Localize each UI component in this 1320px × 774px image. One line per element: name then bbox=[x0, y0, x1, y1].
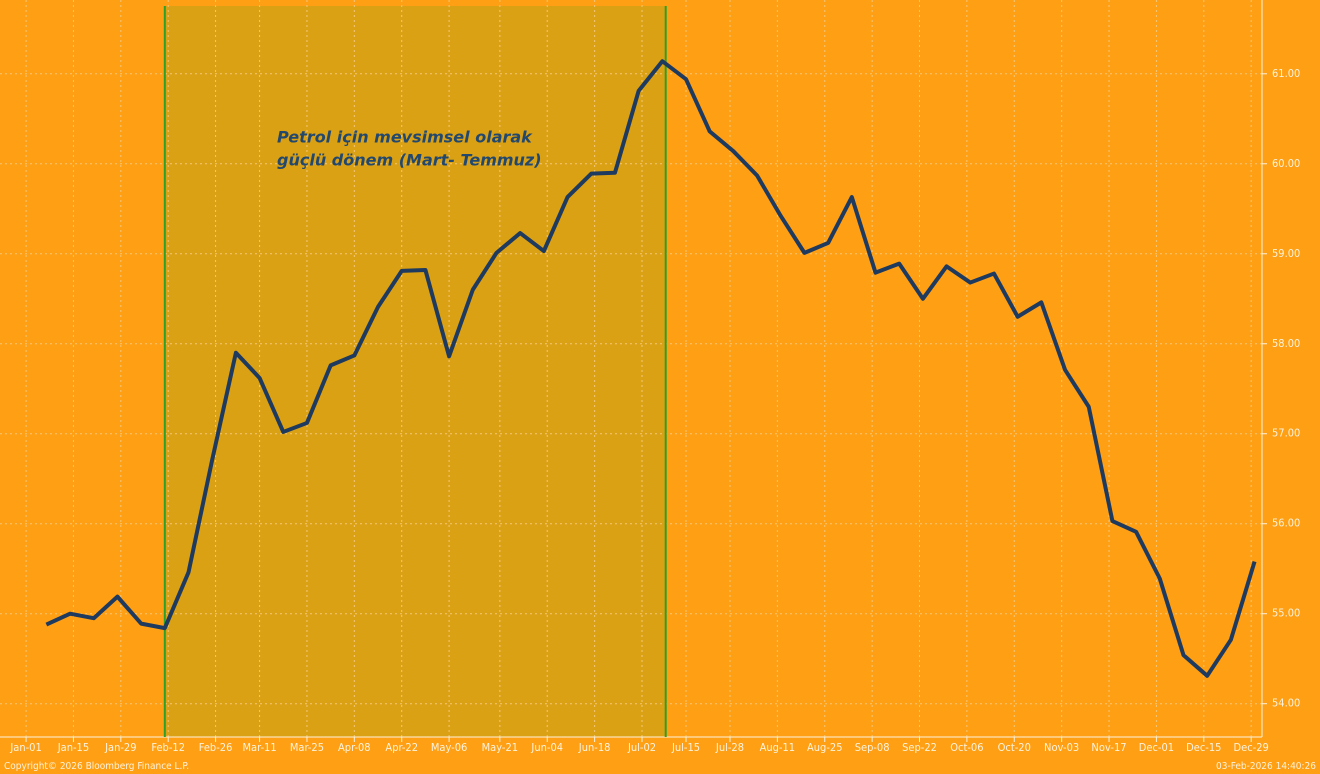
x-tick-label: Nov-17 bbox=[1091, 741, 1126, 754]
shaded-period bbox=[164, 6, 666, 737]
footer-right: 03-Feb-2026 14:40:26 bbox=[1216, 761, 1316, 772]
x-tick-label: Dec-01 bbox=[1139, 741, 1174, 754]
x-tick-label: Jul-15 bbox=[671, 741, 700, 754]
x-tick-label: Dec-29 bbox=[1234, 741, 1269, 754]
x-tick-label: Oct-06 bbox=[950, 741, 983, 754]
x-tick-label: Sep-22 bbox=[902, 741, 937, 754]
x-tick-label: Apr-08 bbox=[338, 741, 371, 754]
x-tick-label: Jul-02 bbox=[627, 741, 656, 754]
x-tick-label: Jul-28 bbox=[715, 741, 744, 754]
line-series bbox=[45, 59, 1257, 678]
x-tick-label: Oct-20 bbox=[998, 741, 1031, 754]
x-tick-label: Aug-25 bbox=[807, 741, 843, 754]
x-tick-label: Feb-12 bbox=[151, 741, 185, 754]
x-tick-label: Jun-18 bbox=[578, 741, 611, 754]
x-tick-label: Apr-22 bbox=[385, 741, 418, 754]
x-tick-label: Jun-04 bbox=[530, 741, 563, 754]
x-tick-label: Nov-03 bbox=[1044, 741, 1079, 754]
x-tick-label: Aug-11 bbox=[760, 741, 796, 754]
x-tick-label: Mar-25 bbox=[290, 741, 324, 754]
y-tick-label: 60.00 bbox=[1272, 157, 1300, 170]
y-tick-label: 59.00 bbox=[1272, 247, 1300, 260]
y-tick-label: 57.00 bbox=[1272, 427, 1300, 440]
x-tick-label: Sep-08 bbox=[855, 741, 890, 754]
x-tick-label: Dec-15 bbox=[1186, 741, 1221, 754]
footer-left: Copyright© 2026 Bloomberg Finance L.P. bbox=[4, 761, 189, 772]
x-tick-label: Jan-01 bbox=[9, 741, 41, 754]
x-tick-label: Mar-11 bbox=[243, 741, 277, 754]
y-tick-label: 54.00 bbox=[1272, 697, 1300, 710]
y-tick-label: 56.00 bbox=[1272, 517, 1300, 530]
y-tick-label: 55.00 bbox=[1272, 607, 1300, 620]
x-tick-label: Jan-15 bbox=[57, 741, 89, 754]
x-tick-label: Jan-29 bbox=[104, 741, 136, 754]
x-tick-label: Feb-26 bbox=[199, 741, 233, 754]
annotation: güçlü dönem (Mart- Temmuz) bbox=[277, 151, 542, 170]
annotation: Petrol için mevsimsel olarak bbox=[277, 128, 533, 147]
x-tick-label: May-21 bbox=[482, 741, 518, 754]
x-tick-label: May-06 bbox=[431, 741, 467, 754]
y-tick-label: 58.00 bbox=[1272, 337, 1300, 350]
y-tick-label: 61.00 bbox=[1272, 67, 1300, 80]
